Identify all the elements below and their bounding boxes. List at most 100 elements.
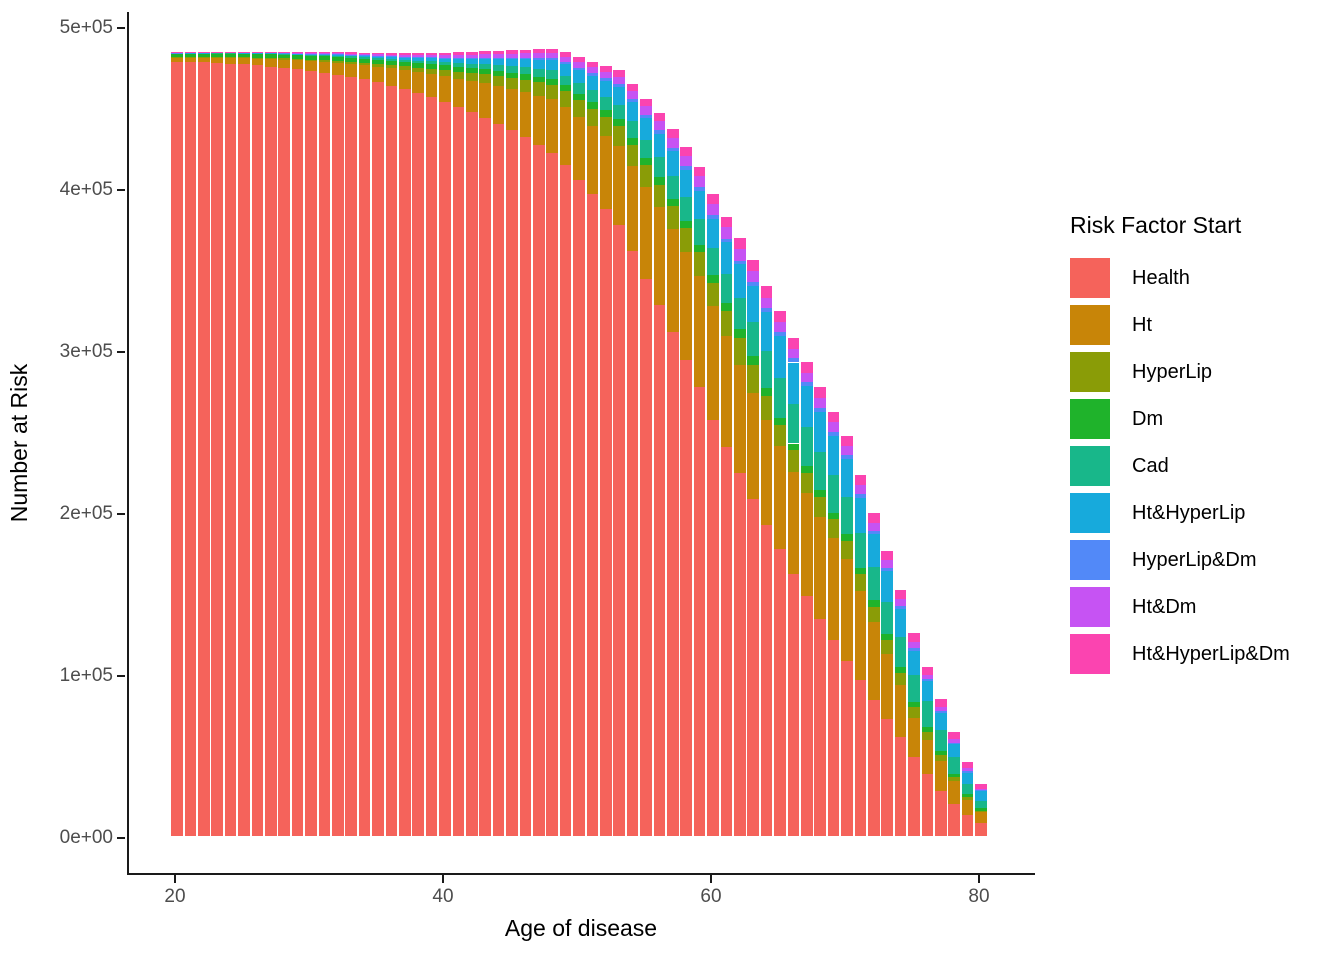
bar-segment-cad xyxy=(184,52,197,54)
bar-age-70 xyxy=(841,12,853,873)
bar-segment-ht-and-hyperlip xyxy=(586,75,599,90)
bar-segment-ht-and-dm xyxy=(653,121,666,131)
bar-segment-hyperlip-and-dm xyxy=(332,54,344,55)
bar-segment-ht xyxy=(238,58,250,65)
x-tick-mark xyxy=(978,875,980,883)
bar-segment-hyperlip xyxy=(238,57,250,59)
bar-segment-cad xyxy=(774,377,786,418)
bar-segment-cad xyxy=(747,321,759,356)
bar-segment-ht-and-hyperlip-and-dm xyxy=(613,70,625,77)
bar-segment-cad xyxy=(600,96,612,111)
bar-segment-cad xyxy=(439,62,451,66)
legend-label-cad: Cad xyxy=(1132,455,1169,477)
bar-segment-hyperlip-and-dm xyxy=(519,57,532,60)
bar-segment-cad xyxy=(506,66,518,73)
bar-segment-cad xyxy=(894,636,907,667)
bar-segment-ht-and-hyperlip-and-dm xyxy=(841,435,853,447)
bar-segment-health xyxy=(693,387,706,836)
x-tick-label: 20 xyxy=(164,886,186,907)
bar-age-65 xyxy=(774,12,786,873)
bar-segment-cad xyxy=(358,57,371,59)
bar-segment-ht-and-hyperlip-and-dm xyxy=(961,761,974,769)
bar-segment-hyperlip xyxy=(211,57,223,58)
bar-segment-health xyxy=(894,737,907,836)
bar-segment-ht-and-hyperlip xyxy=(559,64,572,76)
bar-age-73 xyxy=(881,12,893,873)
bar-segment-dm xyxy=(814,490,826,498)
bar-segment-ht xyxy=(667,229,679,333)
bar-segment-health xyxy=(680,359,692,836)
bar-segment-hyperlip-and-dm xyxy=(439,57,451,59)
plot-panel xyxy=(127,12,1035,875)
bar-segment-health xyxy=(479,117,491,836)
bar-segment-ht-and-hyperlip-and-dm xyxy=(640,98,652,107)
y-tick-label: 4e+05 xyxy=(59,179,113,200)
bar-segment-hyperlip xyxy=(546,84,558,100)
bar-segment-ht-and-hyperlip xyxy=(305,54,317,55)
bar-segment-health xyxy=(291,69,304,836)
bar-segment-ht-and-hyperlip xyxy=(452,58,465,63)
bar-segment-dm xyxy=(600,110,612,117)
bar-segment-ht-and-dm xyxy=(265,52,277,53)
bar-segment-cad xyxy=(238,53,250,54)
bar-segment-ht-and-hyperlip-and-dm xyxy=(171,52,183,53)
bar-segment-hyperlip xyxy=(626,144,639,167)
bar-segment-ht-and-dm xyxy=(734,248,746,261)
legend-swatch-ht-and-hyperlip xyxy=(1070,493,1110,533)
bar-segment-dm xyxy=(265,54,277,58)
bar-segment-health xyxy=(747,499,759,836)
bar-segment-dm xyxy=(385,60,398,66)
bar-segment-ht xyxy=(559,107,572,166)
bar-segment-ht xyxy=(211,57,223,63)
bar-segment-ht-and-dm xyxy=(385,54,398,57)
bar-segment-health xyxy=(961,814,974,836)
bar-segment-ht xyxy=(854,591,867,681)
bar-segment-dm xyxy=(372,59,384,64)
bar-age-46 xyxy=(519,12,532,873)
bar-segment-hyperlip xyxy=(693,252,706,276)
bar-segment-cad xyxy=(961,784,974,794)
bar-age-47 xyxy=(533,12,545,873)
bar-segment-hyperlip xyxy=(680,228,692,252)
bar-segment-ht-and-dm xyxy=(332,53,344,55)
bar-segment-hyperlip xyxy=(332,60,344,63)
bar-segment-hyperlip xyxy=(399,66,411,71)
bar-segment-hyperlip-and-dm xyxy=(707,214,719,219)
bar-segment-hyperlip xyxy=(265,57,277,60)
bar-segment-ht-and-hyperlip-and-dm xyxy=(935,698,947,708)
bar-segment-cad xyxy=(479,64,491,70)
bar-segment-health xyxy=(854,680,867,836)
bar-segment-ht-and-hyperlip xyxy=(439,58,451,63)
bar-segment-hyperlip xyxy=(198,57,210,58)
bar-segment-hyperlip xyxy=(908,706,920,718)
bar-segment-health xyxy=(707,419,719,836)
bar-segment-health xyxy=(198,62,210,836)
bar-segment-dm xyxy=(774,417,786,425)
bar-segment-dm xyxy=(559,85,572,92)
bar-segment-hyperlip xyxy=(519,79,532,93)
bar-segment-ht-and-dm xyxy=(680,155,692,167)
bar-segment-dm xyxy=(586,102,599,109)
bar-segment-ht-and-dm xyxy=(425,55,438,58)
bar-segment-ht xyxy=(519,92,532,138)
bar-segment-cad xyxy=(291,54,304,55)
bar-age-53 xyxy=(613,12,625,873)
bar-segment-health xyxy=(211,62,223,836)
bar-segment-ht xyxy=(198,57,210,63)
bar-segment-dm xyxy=(345,57,357,62)
bar-segment-cad xyxy=(586,90,599,103)
bar-segment-cad xyxy=(908,674,920,702)
bar-segment-health xyxy=(358,79,371,836)
bar-segment-health xyxy=(774,549,786,836)
bar-segment-ht-and-hyperlip-and-dm xyxy=(720,216,733,228)
bar-age-50 xyxy=(573,12,585,873)
bar-segment-ht-and-dm xyxy=(640,106,652,115)
bar-segment-ht-and-dm xyxy=(533,53,545,58)
y-tick-label: 1e+05 xyxy=(59,665,113,686)
bar-segment-cad xyxy=(801,426,813,467)
bar-segment-health xyxy=(492,123,505,836)
bar-segment-dm xyxy=(479,69,491,75)
bar-segment-cad xyxy=(693,218,706,245)
bar-segment-health xyxy=(345,76,357,836)
bar-segment-ht xyxy=(251,58,264,66)
